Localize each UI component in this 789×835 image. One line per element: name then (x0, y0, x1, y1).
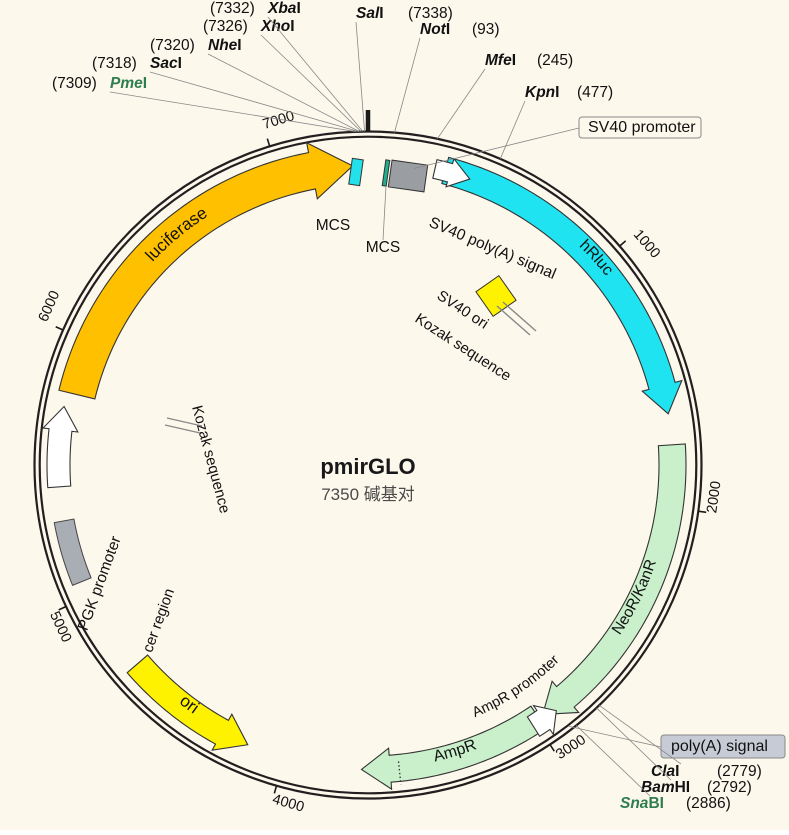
svg-text:SacI: SacI (150, 55, 182, 72)
svg-text:(7338): (7338) (408, 5, 453, 22)
svg-text:ClaI: ClaI (651, 763, 679, 780)
svg-text:MCS: MCS (366, 239, 400, 256)
svg-text:(2779): (2779) (717, 763, 762, 780)
svg-text:KpnI: KpnI (525, 84, 559, 101)
svg-text:(477): (477) (577, 84, 613, 101)
svg-text:NheI: NheI (208, 37, 242, 54)
svg-text:SV40 promoter: SV40 promoter (588, 119, 696, 136)
svg-text:SalI: SalI (356, 5, 384, 22)
svg-text:(2886): (2886) (686, 795, 731, 812)
svg-text:BamHI: BamHI (641, 779, 690, 796)
svg-text:NotI: NotI (420, 21, 450, 38)
svg-text:(7309): (7309) (52, 75, 97, 92)
svg-text:SnaBI: SnaBI (620, 795, 664, 812)
svg-text:(7318): (7318) (92, 55, 137, 72)
svg-text:(7320): (7320) (150, 37, 195, 54)
svg-text:MCS: MCS (316, 217, 350, 234)
svg-text:PmeI: PmeI (110, 75, 147, 92)
svg-text:pmirGLO: pmirGLO (320, 454, 415, 479)
svg-text:(2792): (2792) (707, 779, 752, 796)
svg-text:(245): (245) (537, 52, 573, 69)
svg-text:(93): (93) (472, 21, 500, 38)
svg-text:7350 碱基对: 7350 碱基对 (321, 485, 415, 504)
svg-text:XbaI: XbaI (267, 0, 301, 17)
svg-text:MfeI: MfeI (485, 52, 516, 69)
svg-text:(7326): (7326) (203, 18, 248, 35)
svg-text:XhoI: XhoI (260, 18, 295, 35)
svg-text:poly(A) signal: poly(A) signal (671, 738, 768, 755)
svg-text:(7332): (7332) (210, 0, 255, 17)
